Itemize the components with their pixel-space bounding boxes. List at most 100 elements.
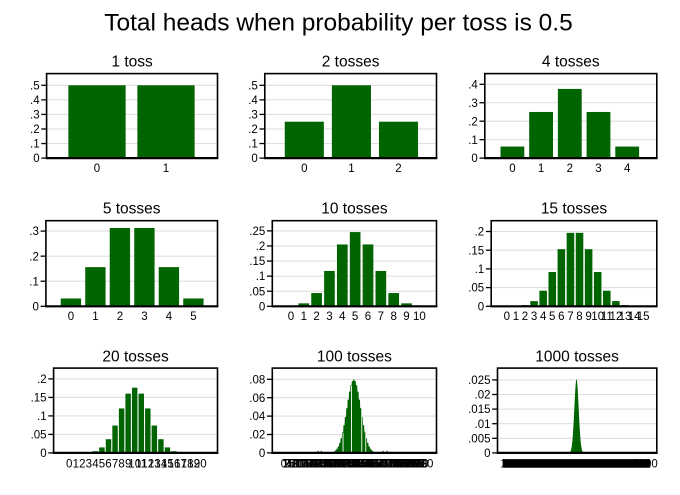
svg-text:.05: .05 [249,286,265,298]
svg-text:0: 0 [66,459,72,471]
svg-text:4: 4 [540,311,547,323]
svg-text:2 tosses: 2 tosses [322,54,380,71]
svg-text:.15: .15 [249,256,265,268]
svg-text:12: 12 [294,459,307,471]
svg-text:5: 5 [190,311,196,323]
svg-text:.3: .3 [30,110,40,122]
svg-text:19: 19 [187,459,200,471]
svg-text:23: 23 [310,459,323,471]
svg-text:.2: .2 [30,124,40,136]
svg-text:96: 96 [412,459,425,471]
svg-text:0: 0 [33,153,39,165]
svg-text:34: 34 [325,459,338,471]
svg-text:98: 98 [415,459,428,471]
svg-text:16: 16 [168,459,181,471]
svg-text:.1: .1 [468,135,478,147]
svg-text:43: 43 [338,459,351,471]
svg-text:15: 15 [637,311,650,323]
svg-text:0: 0 [288,311,294,323]
svg-text:.06: .06 [249,393,265,405]
svg-text:75: 75 [382,459,395,471]
svg-text:53: 53 [352,459,365,471]
svg-text:40: 40 [333,459,346,471]
svg-text:0: 0 [471,153,477,165]
svg-text:9: 9 [585,311,591,323]
svg-text:.05: .05 [468,283,484,295]
svg-text:30: 30 [319,459,332,471]
svg-text:10: 10 [413,311,426,323]
svg-text:91: 91 [405,459,418,471]
svg-text:14: 14 [628,311,641,323]
svg-text:6: 6 [365,311,371,323]
svg-text:31: 31 [321,459,334,471]
svg-text:85: 85 [396,459,409,471]
svg-text:5: 5 [549,311,555,323]
svg-text:.05: .05 [31,430,47,442]
svg-text:8: 8 [292,459,298,471]
svg-text:0: 0 [504,311,510,323]
svg-text:13: 13 [296,459,309,471]
svg-text:58: 58 [359,459,372,471]
svg-text:13: 13 [148,459,161,471]
svg-text:49: 49 [346,459,359,471]
svg-text:.1: .1 [256,271,266,283]
svg-text:.025: .025 [468,375,490,387]
svg-text:0: 0 [94,163,100,175]
svg-text:52: 52 [350,459,363,471]
svg-text:3: 3 [86,459,92,471]
svg-text:54: 54 [353,459,366,471]
svg-text:86: 86 [398,459,411,471]
svg-text:4: 4 [166,311,173,323]
svg-text:71: 71 [377,459,390,471]
svg-text:17: 17 [301,459,314,471]
svg-text:.2: .2 [37,374,47,386]
svg-text:88: 88 [401,459,414,471]
svg-text:1000: 1000 [632,459,658,471]
svg-text:56: 56 [356,459,369,471]
svg-text:36: 36 [328,459,341,471]
svg-text:1: 1 [282,459,288,471]
svg-text:94: 94 [409,459,422,471]
svg-text:69: 69 [374,459,387,471]
svg-text:10 tosses: 10 tosses [321,200,388,217]
svg-text:.08: .08 [249,374,265,386]
svg-text:99: 99 [416,459,429,471]
svg-text:.3: .3 [248,110,258,122]
svg-text:0: 0 [259,448,265,460]
svg-text:0: 0 [484,448,490,460]
svg-text:.3: .3 [29,226,39,238]
svg-text:100: 100 [414,459,433,471]
svg-text:2: 2 [313,311,319,323]
svg-text:1: 1 [513,311,519,323]
svg-text:.02: .02 [249,430,265,442]
svg-text:77: 77 [385,459,398,471]
svg-text:61: 61 [363,459,376,471]
svg-text:20 tosses: 20 tosses [102,349,169,366]
svg-text:81: 81 [391,459,404,471]
svg-text:10: 10 [291,459,304,471]
svg-text:72: 72 [378,459,391,471]
svg-text:76: 76 [384,459,397,471]
svg-text:.2: .2 [468,116,478,128]
svg-text:24: 24 [311,459,324,471]
svg-text:6: 6 [105,459,111,471]
svg-text:1: 1 [301,311,307,323]
svg-text:92: 92 [406,459,419,471]
svg-text:.5: .5 [30,80,40,92]
svg-text:26: 26 [314,459,327,471]
svg-text:0: 0 [259,301,265,313]
svg-text:29: 29 [318,459,331,471]
svg-text:3: 3 [326,311,332,323]
svg-text:4: 4 [92,459,99,471]
svg-text:13: 13 [619,311,632,323]
svg-text:Total heads when probability p: Total heads when probability per toss is… [104,10,573,37]
svg-text:5: 5 [288,459,294,471]
svg-text:11: 11 [135,459,147,471]
svg-text:.2: .2 [475,227,485,239]
svg-text:.2: .2 [256,241,266,253]
svg-text:18: 18 [181,459,194,471]
svg-text:68: 68 [373,459,386,471]
svg-text:.4: .4 [30,95,40,107]
svg-text:90: 90 [403,459,416,471]
svg-text:7: 7 [112,459,118,471]
